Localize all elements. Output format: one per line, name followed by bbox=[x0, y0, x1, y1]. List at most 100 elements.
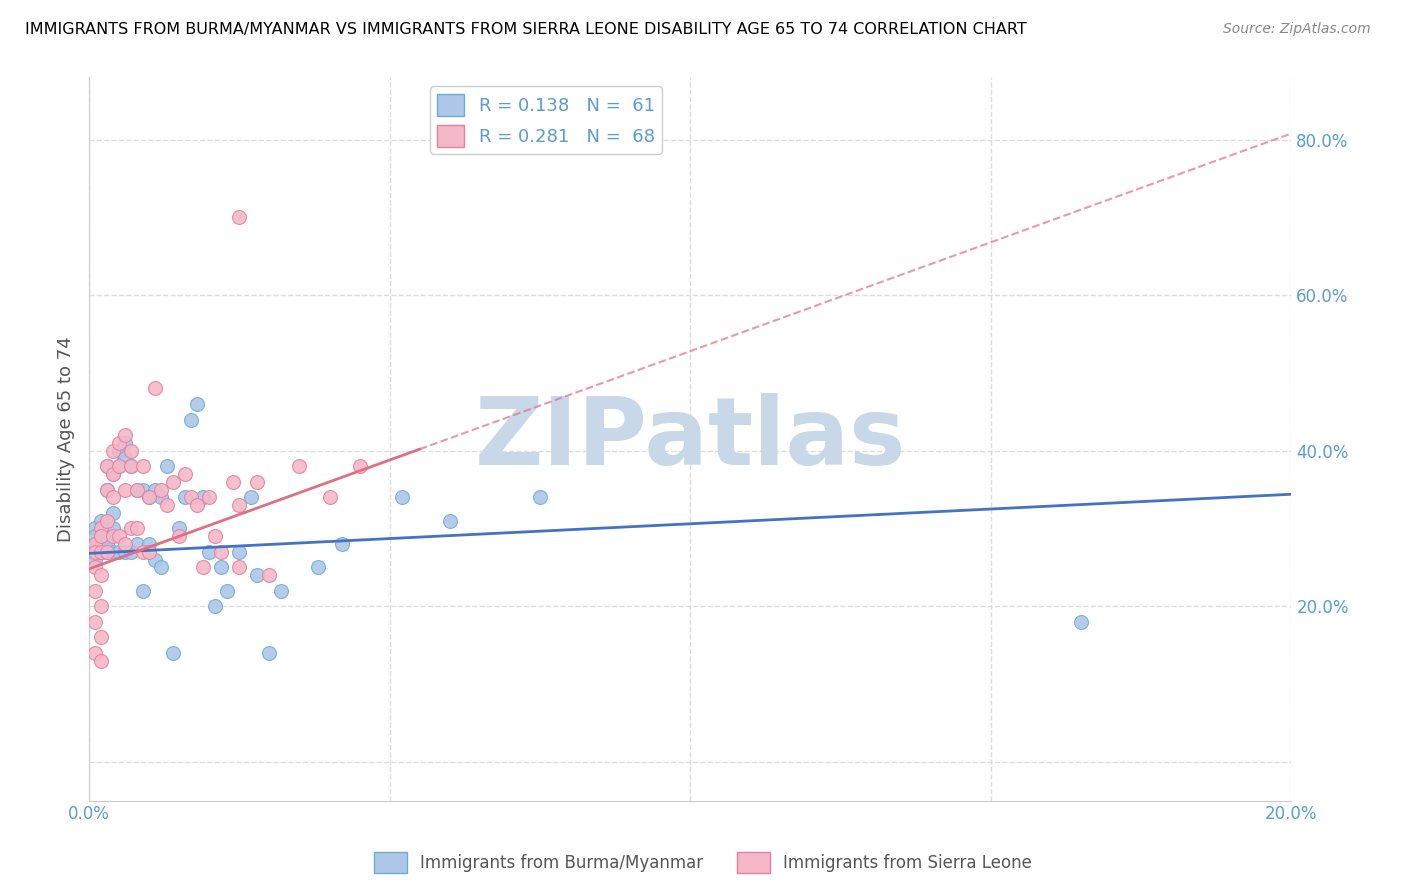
Point bbox=[96, 537, 118, 551]
Point bbox=[288, 459, 311, 474]
Point bbox=[217, 583, 239, 598]
Point bbox=[120, 459, 142, 474]
Point bbox=[90, 545, 112, 559]
Point bbox=[108, 436, 131, 450]
Point bbox=[101, 443, 124, 458]
Text: ZIPatlas: ZIPatlas bbox=[475, 393, 905, 485]
Point bbox=[198, 545, 221, 559]
Point bbox=[114, 537, 136, 551]
Point bbox=[90, 514, 112, 528]
Point bbox=[120, 521, 142, 535]
Point bbox=[246, 475, 269, 489]
Point bbox=[90, 545, 112, 559]
Point bbox=[180, 491, 202, 505]
Point bbox=[222, 475, 245, 489]
Point bbox=[270, 583, 292, 598]
Point bbox=[84, 529, 107, 543]
Point bbox=[84, 545, 107, 559]
Point bbox=[108, 545, 131, 559]
Point bbox=[101, 545, 124, 559]
Legend: Immigrants from Burma/Myanmar, Immigrants from Sierra Leone: Immigrants from Burma/Myanmar, Immigrant… bbox=[367, 846, 1039, 880]
Point bbox=[127, 483, 149, 497]
Point bbox=[198, 491, 221, 505]
Point bbox=[127, 537, 149, 551]
Point bbox=[101, 521, 124, 535]
Point bbox=[132, 483, 155, 497]
Point bbox=[193, 491, 215, 505]
Point bbox=[90, 545, 112, 559]
Point bbox=[180, 412, 202, 426]
Point bbox=[132, 459, 155, 474]
Point bbox=[114, 545, 136, 559]
Legend: R = 0.138   N =  61, R = 0.281   N =  68: R = 0.138 N = 61, R = 0.281 N = 68 bbox=[430, 87, 662, 154]
Point bbox=[349, 459, 371, 474]
Point bbox=[138, 537, 160, 551]
Point bbox=[120, 459, 142, 474]
Point bbox=[84, 537, 107, 551]
Point bbox=[204, 599, 226, 614]
Point bbox=[132, 583, 155, 598]
Point bbox=[90, 521, 112, 535]
Point bbox=[120, 443, 142, 458]
Point bbox=[138, 491, 160, 505]
Point bbox=[138, 545, 160, 559]
Point bbox=[108, 529, 131, 543]
Point bbox=[96, 545, 118, 559]
Point bbox=[330, 537, 353, 551]
Point bbox=[156, 459, 179, 474]
Point bbox=[228, 498, 250, 512]
Point bbox=[101, 529, 124, 543]
Point bbox=[108, 459, 131, 474]
Point bbox=[96, 459, 118, 474]
Point bbox=[96, 483, 118, 497]
Point bbox=[162, 475, 184, 489]
Point bbox=[138, 491, 160, 505]
Point bbox=[96, 545, 118, 559]
Point bbox=[439, 514, 461, 528]
Point bbox=[228, 211, 250, 225]
Point bbox=[174, 467, 197, 481]
Point bbox=[114, 428, 136, 442]
Point bbox=[246, 568, 269, 582]
Y-axis label: Disability Age 65 to 74: Disability Age 65 to 74 bbox=[58, 336, 75, 542]
Point bbox=[90, 599, 112, 614]
Point bbox=[84, 583, 107, 598]
Point bbox=[96, 483, 118, 497]
Point bbox=[228, 560, 250, 574]
Point bbox=[259, 646, 281, 660]
Point bbox=[84, 560, 107, 574]
Point bbox=[143, 483, 166, 497]
Point bbox=[114, 483, 136, 497]
Point bbox=[101, 491, 124, 505]
Point bbox=[96, 459, 118, 474]
Point bbox=[90, 568, 112, 582]
Point bbox=[143, 382, 166, 396]
Point bbox=[132, 545, 155, 559]
Point bbox=[150, 491, 173, 505]
Point bbox=[240, 491, 263, 505]
Point bbox=[186, 498, 208, 512]
Point bbox=[90, 529, 112, 543]
Text: IMMIGRANTS FROM BURMA/MYANMAR VS IMMIGRANTS FROM SIERRA LEONE DISABILITY AGE 65 : IMMIGRANTS FROM BURMA/MYANMAR VS IMMIGRA… bbox=[25, 22, 1026, 37]
Point bbox=[84, 552, 107, 566]
Point bbox=[143, 552, 166, 566]
Point bbox=[167, 529, 190, 543]
Point bbox=[101, 467, 124, 481]
Point bbox=[391, 491, 413, 505]
Point bbox=[127, 483, 149, 497]
Point bbox=[127, 521, 149, 535]
Point bbox=[150, 560, 173, 574]
Point bbox=[156, 498, 179, 512]
Point bbox=[84, 646, 107, 660]
Point bbox=[108, 443, 131, 458]
Point bbox=[307, 560, 329, 574]
Point bbox=[209, 545, 232, 559]
Point bbox=[228, 545, 250, 559]
Point bbox=[259, 568, 281, 582]
Point bbox=[114, 451, 136, 466]
Point bbox=[90, 537, 112, 551]
Point bbox=[318, 491, 340, 505]
Point bbox=[120, 545, 142, 559]
Point bbox=[90, 654, 112, 668]
Point bbox=[90, 521, 112, 535]
